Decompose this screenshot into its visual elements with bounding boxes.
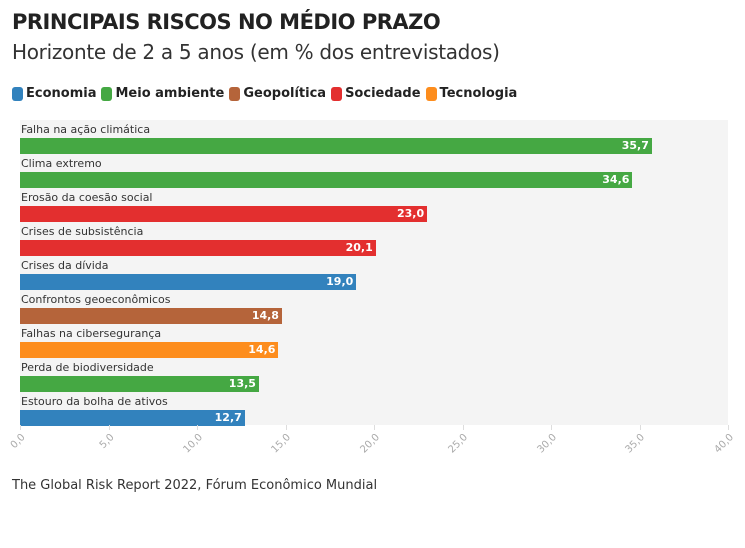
category-label: Perda de biodiversidade [21, 361, 154, 374]
bar-value-label: 34,6 [602, 173, 630, 186]
bar-value-label: 35,7 [621, 139, 649, 152]
legend: Economia Meio ambiente Geopolítica Sociedad… [12, 86, 517, 101]
legend-swatch [425, 86, 437, 101]
category-label: Falhas na cibersegurança [21, 327, 162, 340]
bar-value-label: 19,0 [326, 275, 354, 288]
legend-label: Meio ambiente [115, 86, 225, 101]
legend-label: Tecnologia [439, 86, 518, 101]
tick-mark [551, 425, 552, 430]
bar-value-label: 14,6 [248, 343, 276, 356]
bar[interactable]: 19,0 [20, 274, 357, 290]
bar[interactable]: 14,8 [20, 308, 282, 324]
bar[interactable]: 12,7 [20, 410, 245, 426]
legend-swatch [101, 86, 113, 101]
tick-mark [374, 425, 375, 430]
x-tick-label: 15,0 [269, 432, 294, 456]
category-label: Confrontos geoeconômicos [21, 293, 171, 306]
legend-item[interactable]: Geopolítica [229, 86, 326, 101]
plot-area: Falha na ação climática 35,7 Clima extremo… [20, 120, 728, 426]
x-tick-label: 30,0 [535, 432, 559, 456]
bar[interactable]: 35,7 [20, 138, 652, 154]
bar[interactable]: 14,6 [20, 342, 279, 358]
legend-item[interactable]: Sociedade [331, 86, 421, 101]
bar-value-label: 23,0 [396, 207, 425, 220]
source-note: The Global Risk Report 2022, Fórum Econô… [12, 478, 378, 493]
legend-item[interactable]: Economia [12, 86, 96, 101]
category-label: Crises de subsistência [21, 225, 144, 238]
legend-item[interactable]: Meio ambiente [101, 86, 224, 101]
tick-mark [285, 425, 287, 430]
category-label: Clima extremo [21, 157, 102, 170]
x-tick-label: 20,0 [358, 432, 382, 456]
bar-value-label: 20,1 [345, 241, 373, 254]
category-label: Erosão da coesão social [21, 191, 153, 204]
legend-label: Sociedade [345, 86, 421, 101]
legend-swatch [331, 86, 343, 101]
bar-value-label: 14,8 [251, 309, 279, 322]
bar[interactable]: 34,6 [20, 172, 633, 188]
bar-value-label: 12,7 [214, 411, 242, 424]
x-tick-label: 35,0 [623, 432, 648, 456]
legend-label: Economia [26, 86, 97, 101]
legend-swatch [229, 86, 241, 101]
tick-mark [728, 425, 729, 430]
bar-value-label: 13,5 [228, 377, 256, 390]
legend-swatch [12, 86, 23, 101]
tick-mark [20, 425, 21, 430]
tick-mark [639, 425, 641, 430]
bar[interactable]: 20,1 [20, 240, 376, 256]
x-tick-label: 40,0 [712, 432, 736, 456]
chart-title: PRINCIPAIS RISCOS NO MÉDIO PRAZO [12, 10, 441, 34]
bar[interactable]: 13,5 [20, 376, 259, 392]
x-tick-label: 25,0 [446, 432, 471, 456]
tick-mark [108, 425, 110, 430]
tick-mark [197, 425, 198, 430]
x-tick-label: 0,0 [8, 432, 28, 452]
x-tick-label: 10,0 [181, 432, 205, 456]
bar[interactable]: 23,0 [20, 206, 428, 222]
category-label: Falha na ação climática [21, 123, 151, 136]
category-label: Estouro da bolha de ativos [21, 395, 168, 408]
x-tick-label: 5,0 [97, 432, 117, 452]
legend-label: Geopolítica [243, 86, 327, 101]
tick-mark [462, 425, 464, 430]
chart-subtitle: Horizonte de 2 a 5 anos (em % dos entrev… [12, 40, 500, 64]
legend-item[interactable]: Tecnologia [425, 86, 518, 101]
category-label: Crises da dívida [21, 259, 109, 272]
